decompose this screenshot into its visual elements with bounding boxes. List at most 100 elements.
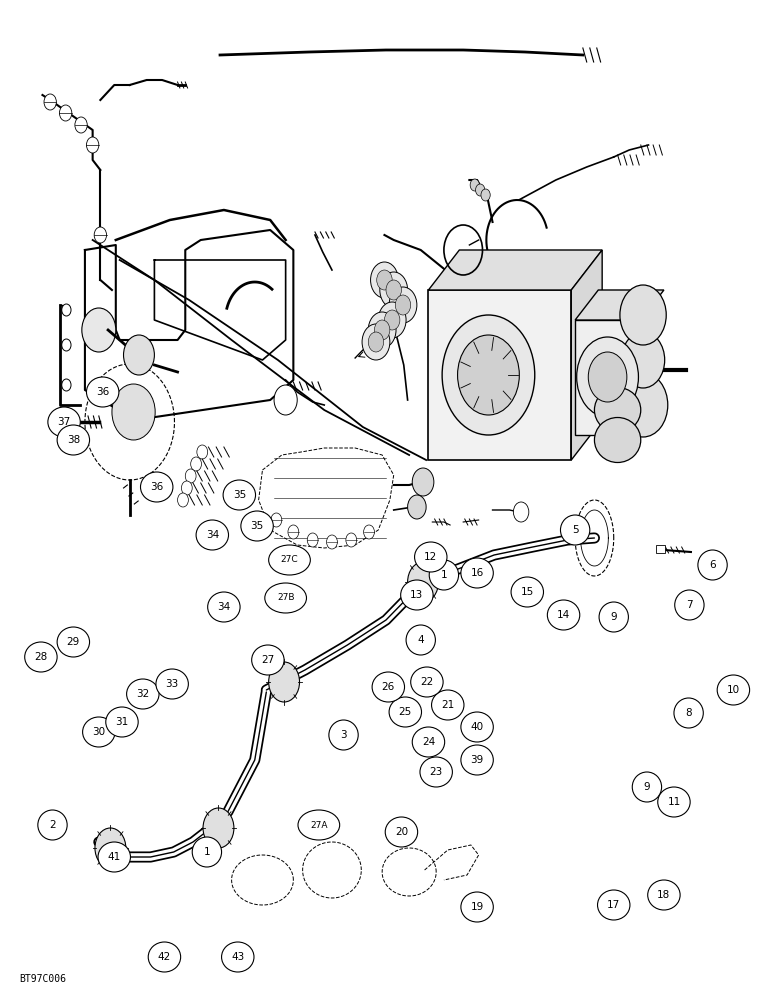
Ellipse shape — [192, 837, 222, 867]
Text: 1: 1 — [441, 570, 447, 580]
Ellipse shape — [223, 480, 256, 510]
Circle shape — [94, 227, 107, 243]
Ellipse shape — [372, 672, 405, 702]
Circle shape — [181, 481, 192, 495]
Circle shape — [513, 502, 529, 522]
Circle shape — [470, 179, 479, 191]
Circle shape — [395, 295, 411, 315]
Text: 28: 28 — [34, 652, 48, 662]
Text: 14: 14 — [557, 610, 571, 620]
Text: 5: 5 — [572, 525, 578, 535]
Ellipse shape — [98, 842, 130, 872]
Text: 36: 36 — [96, 387, 110, 397]
Text: 1: 1 — [204, 847, 210, 857]
Ellipse shape — [560, 515, 590, 545]
Text: 16: 16 — [470, 568, 484, 578]
Circle shape — [86, 137, 99, 153]
Ellipse shape — [222, 942, 254, 972]
Text: 41: 41 — [107, 852, 121, 862]
Circle shape — [408, 562, 438, 602]
Circle shape — [412, 468, 434, 496]
Ellipse shape — [252, 645, 284, 675]
Circle shape — [620, 285, 666, 345]
Circle shape — [618, 373, 668, 437]
Circle shape — [374, 320, 390, 340]
Text: 9: 9 — [611, 612, 617, 622]
FancyBboxPatch shape — [428, 290, 571, 460]
Ellipse shape — [127, 679, 159, 709]
Circle shape — [368, 312, 396, 348]
FancyBboxPatch shape — [656, 545, 665, 553]
Circle shape — [377, 270, 392, 290]
Text: 6: 6 — [709, 560, 716, 570]
Circle shape — [124, 335, 154, 375]
Ellipse shape — [461, 712, 493, 742]
Ellipse shape — [48, 407, 80, 437]
Circle shape — [476, 184, 485, 196]
Ellipse shape — [461, 558, 493, 588]
Circle shape — [269, 662, 300, 702]
Ellipse shape — [38, 810, 67, 840]
Ellipse shape — [389, 697, 422, 727]
Circle shape — [288, 525, 299, 539]
Ellipse shape — [412, 727, 445, 757]
Circle shape — [271, 513, 282, 527]
Text: 25: 25 — [398, 707, 412, 717]
Ellipse shape — [648, 880, 680, 910]
Text: BT97C006: BT97C006 — [19, 974, 66, 984]
Text: 15: 15 — [520, 587, 534, 597]
Text: 19: 19 — [470, 902, 484, 912]
Circle shape — [191, 457, 201, 471]
Ellipse shape — [141, 472, 173, 502]
Circle shape — [371, 262, 398, 298]
Text: 12: 12 — [424, 552, 438, 562]
Circle shape — [368, 332, 384, 352]
Circle shape — [621, 332, 665, 388]
Polygon shape — [575, 290, 664, 320]
Circle shape — [346, 533, 357, 547]
Ellipse shape — [208, 592, 240, 622]
Text: 33: 33 — [165, 679, 179, 689]
Ellipse shape — [594, 418, 641, 462]
Text: 34: 34 — [217, 602, 231, 612]
Text: 11: 11 — [667, 797, 681, 807]
Text: 20: 20 — [394, 827, 408, 837]
Circle shape — [178, 493, 188, 507]
Text: 37: 37 — [57, 417, 71, 427]
Ellipse shape — [406, 625, 435, 655]
Ellipse shape — [156, 669, 188, 699]
Circle shape — [95, 828, 126, 868]
Circle shape — [442, 315, 535, 435]
Ellipse shape — [57, 425, 90, 455]
Circle shape — [384, 310, 400, 330]
Circle shape — [307, 533, 318, 547]
Ellipse shape — [83, 717, 115, 747]
Circle shape — [408, 495, 426, 519]
Circle shape — [59, 105, 72, 121]
Text: 8: 8 — [686, 708, 692, 718]
Ellipse shape — [385, 817, 418, 847]
Ellipse shape — [599, 602, 628, 632]
Ellipse shape — [196, 520, 229, 550]
Text: 17: 17 — [607, 900, 621, 910]
Ellipse shape — [86, 377, 119, 407]
Ellipse shape — [658, 787, 690, 817]
Ellipse shape — [265, 583, 306, 613]
Text: 31: 31 — [115, 717, 129, 727]
Circle shape — [274, 385, 297, 415]
Text: 9: 9 — [644, 782, 650, 792]
Circle shape — [577, 337, 638, 417]
Ellipse shape — [401, 580, 433, 610]
Circle shape — [389, 287, 417, 323]
Text: 10: 10 — [726, 685, 740, 695]
Text: 24: 24 — [422, 737, 435, 747]
Ellipse shape — [432, 690, 464, 720]
Ellipse shape — [420, 757, 452, 787]
Text: 7: 7 — [686, 600, 692, 610]
Text: 18: 18 — [657, 890, 671, 900]
Ellipse shape — [594, 387, 641, 432]
Text: 3: 3 — [340, 730, 347, 740]
Text: 36: 36 — [150, 482, 164, 492]
Ellipse shape — [241, 511, 273, 541]
Ellipse shape — [411, 667, 443, 697]
